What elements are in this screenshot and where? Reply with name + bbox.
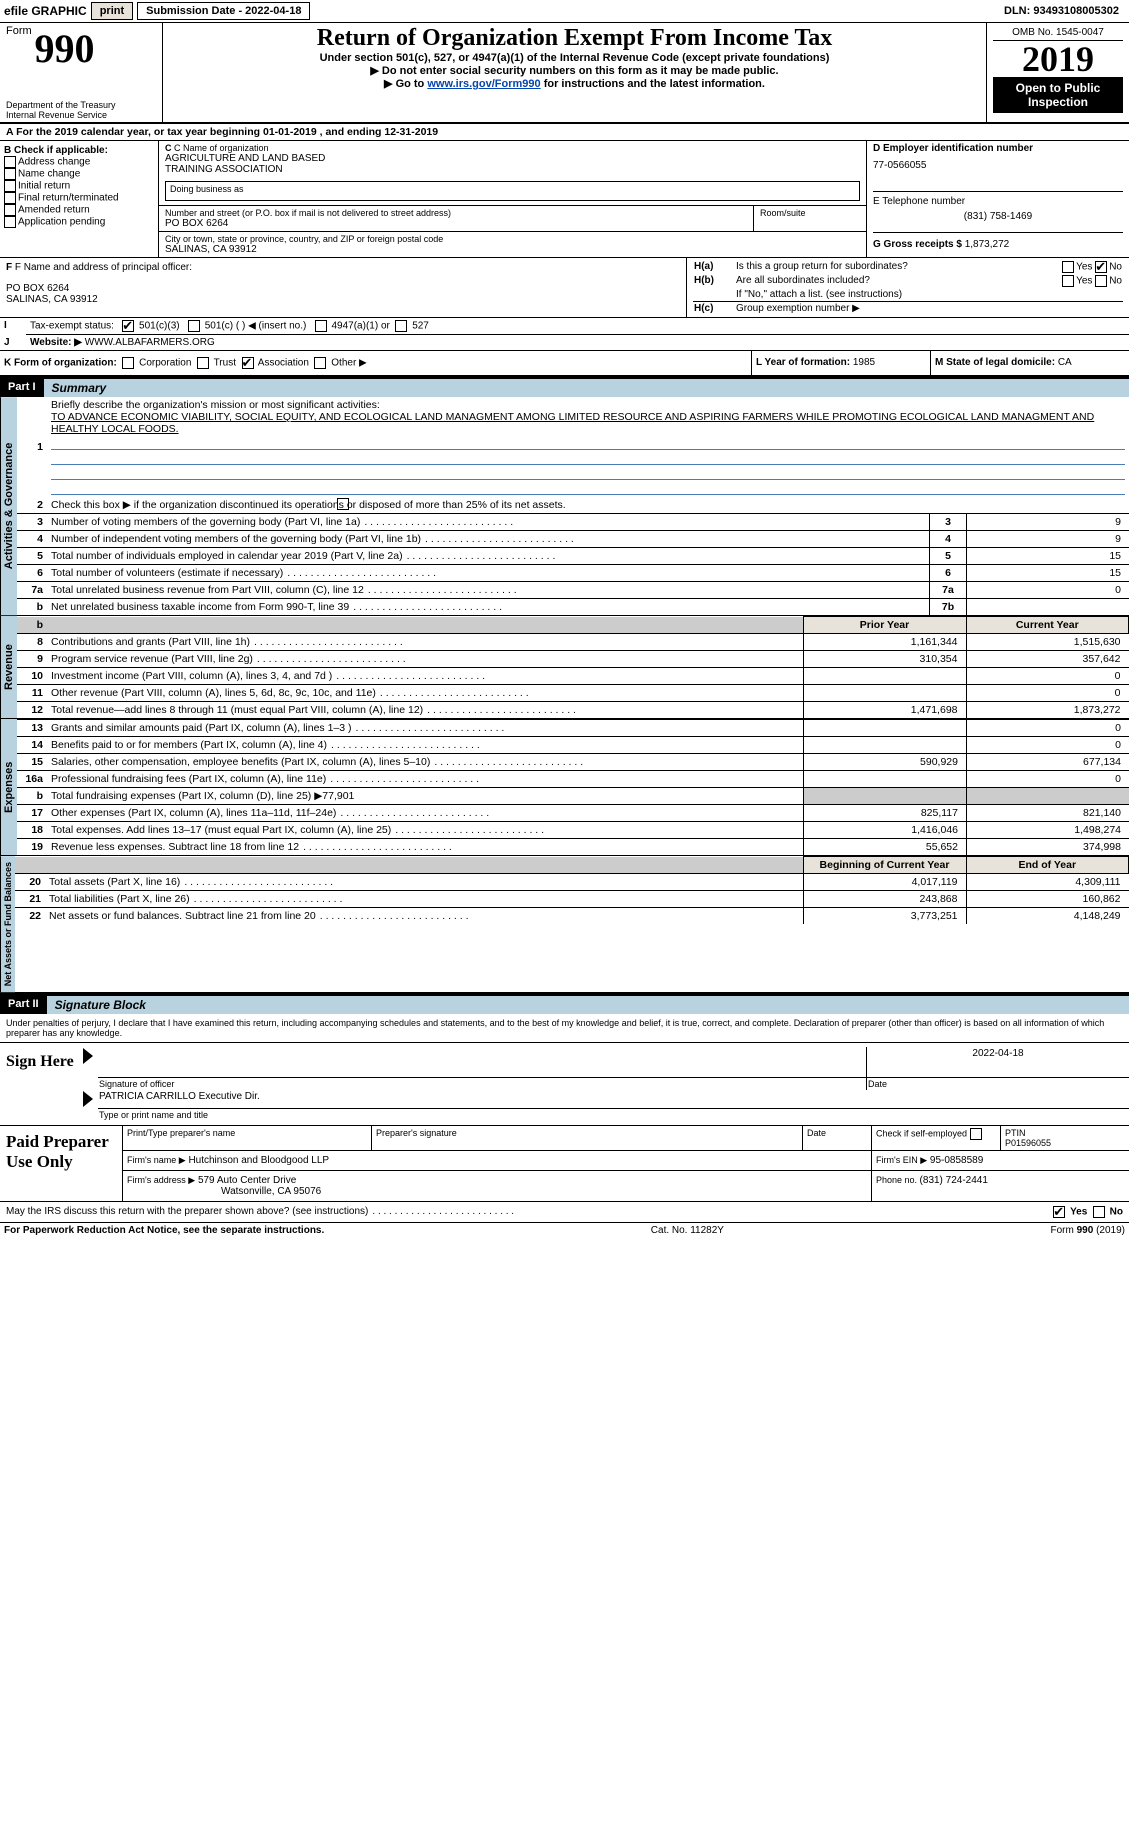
- box-b: B Check if applicable: Address change Na…: [0, 141, 159, 257]
- vlabel-governance: Activities & Governance: [0, 397, 17, 615]
- chk-name-change[interactable]: [4, 168, 16, 180]
- org-name-1: AGRICULTURE AND LAND BASED: [165, 153, 860, 164]
- chk-discuss-yes[interactable]: [1053, 1206, 1065, 1218]
- phone: (831) 758-1469: [873, 207, 1123, 222]
- top-toolbar: efile GRAPHIC print Submission Date - 20…: [0, 0, 1129, 23]
- efile-label: efile GRAPHIC: [4, 4, 87, 18]
- mission-text: TO ADVANCE ECONOMIC VIABILITY, SOCIAL EQ…: [51, 411, 1094, 435]
- chk-discuss-no[interactable]: [1093, 1206, 1105, 1218]
- chk-initial-return[interactable]: [4, 180, 16, 192]
- line-a: A For the 2019 calendar year, or tax yea…: [0, 124, 1129, 141]
- irs-link[interactable]: www.irs.gov/Form990: [427, 78, 540, 90]
- chk-527[interactable]: [395, 320, 407, 332]
- tax-year: 2019: [993, 41, 1123, 77]
- footer-form: Form 990 (2019): [1051, 1225, 1125, 1236]
- ptin: P01596055: [1005, 1138, 1125, 1148]
- city-state-zip: SALINAS, CA 93912: [165, 244, 860, 255]
- paid-preparer: Paid Preparer Use Only: [0, 1125, 123, 1201]
- chk-501c3[interactable]: [122, 320, 134, 332]
- vlabel-net: Net Assets or Fund Balances: [0, 856, 15, 992]
- chk-amended[interactable]: [4, 204, 16, 216]
- form-title: Return of Organization Exempt From Incom…: [169, 25, 980, 52]
- dept-irs: Internal Revenue Service: [6, 110, 156, 120]
- chk-final-return[interactable]: [4, 192, 16, 204]
- chk-other[interactable]: [314, 357, 326, 369]
- chk-ha-yes[interactable]: [1062, 261, 1074, 273]
- ein: 77-0566055: [873, 154, 1123, 171]
- chk-address-change[interactable]: [4, 156, 16, 168]
- print-button[interactable]: print: [91, 2, 133, 20]
- open-public-badge: Open to Public Inspection: [993, 77, 1123, 113]
- form-number: 990: [34, 26, 94, 71]
- street: PO BOX 6264: [165, 218, 747, 229]
- submission-date: Submission Date - 2022-04-18: [137, 2, 310, 20]
- dept-treasury: Department of the Treasury: [6, 100, 156, 110]
- chk-hb-no[interactable]: [1095, 275, 1107, 287]
- chk-4947[interactable]: [315, 320, 327, 332]
- box-f-label: F F Name and address of principal office…: [6, 262, 680, 273]
- form-prefix: Form: [6, 25, 32, 37]
- firm-name: Hutchinson and Bloodgood LLP: [188, 1155, 329, 1166]
- note-goto: ▶ Go to www.irs.gov/Form990 for instruct…: [169, 77, 980, 90]
- form-subtitle: Under section 501(c), 527, or 4947(a)(1)…: [169, 52, 980, 64]
- perjury-text: Under penalties of perjury, I declare th…: [0, 1014, 1129, 1042]
- chk-trust[interactable]: [197, 357, 209, 369]
- vlabel-revenue: Revenue: [0, 616, 17, 718]
- chk-self-employed[interactable]: [970, 1128, 982, 1140]
- chk-discontinued[interactable]: [337, 498, 349, 510]
- footer-cat: Cat. No. 11282Y: [651, 1225, 724, 1236]
- note-ssn: Do not enter social security numbers on …: [169, 64, 980, 77]
- firm-ein: 95-0858589: [930, 1155, 983, 1166]
- vlabel-expenses: Expenses: [0, 719, 17, 855]
- box-h: H(a) Is this a group return for subordin…: [687, 258, 1129, 318]
- website: WWW.ALBAFARMERS.ORG: [85, 337, 215, 348]
- org-name-2: TRAINING ASSOCIATION: [165, 164, 860, 175]
- dln: DLN: 93493108005302: [1004, 5, 1125, 17]
- sig-arrow-icon: [83, 1048, 93, 1064]
- chk-corp[interactable]: [122, 357, 134, 369]
- part2-header: Part II Signature Block: [0, 994, 1129, 1014]
- part1-header: Part I Summary: [0, 377, 1129, 397]
- gross-receipts: 1,873,272: [965, 239, 1010, 250]
- chk-hb-yes[interactable]: [1062, 275, 1074, 287]
- sign-here: Sign Here: [0, 1043, 82, 1125]
- chk-pending[interactable]: [4, 216, 16, 228]
- officer-name: PATRICIA CARRILLO Executive Dir.: [98, 1090, 1129, 1108]
- chk-ha-no[interactable]: [1095, 261, 1107, 273]
- sig-arrow-icon-2: [83, 1091, 93, 1107]
- right-ids: D Employer identification number 77-0566…: [867, 141, 1129, 257]
- preparer-phone: (831) 724-2441: [920, 1175, 988, 1186]
- footer-pra: For Paperwork Reduction Act Notice, see …: [4, 1225, 324, 1236]
- chk-assoc[interactable]: [242, 357, 254, 369]
- chk-501c[interactable]: [188, 320, 200, 332]
